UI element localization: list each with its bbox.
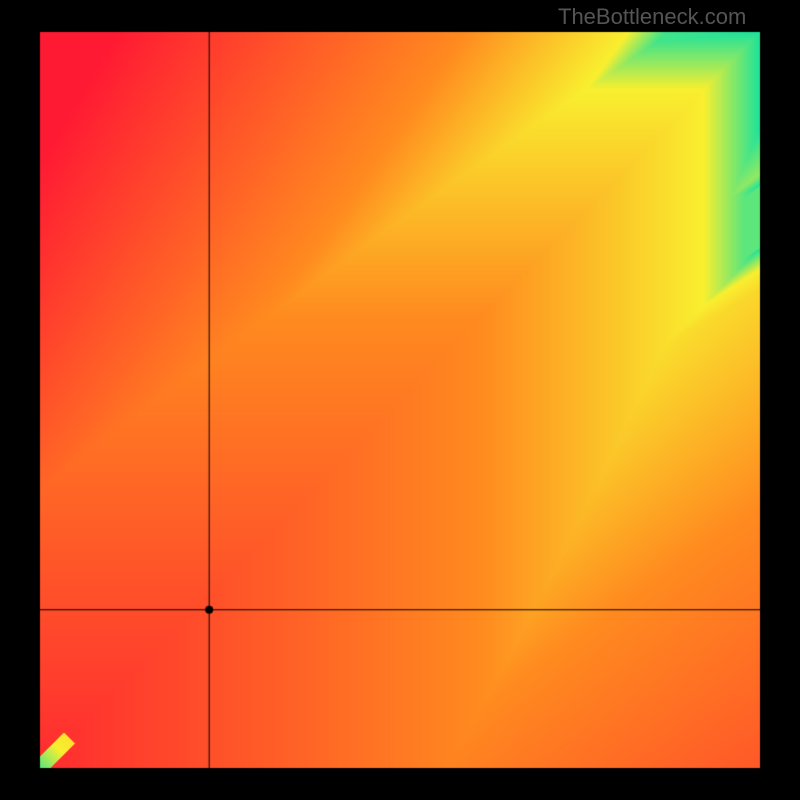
bottleneck-heatmap (0, 0, 800, 800)
watermark-text: TheBottleneck.com (558, 4, 746, 30)
